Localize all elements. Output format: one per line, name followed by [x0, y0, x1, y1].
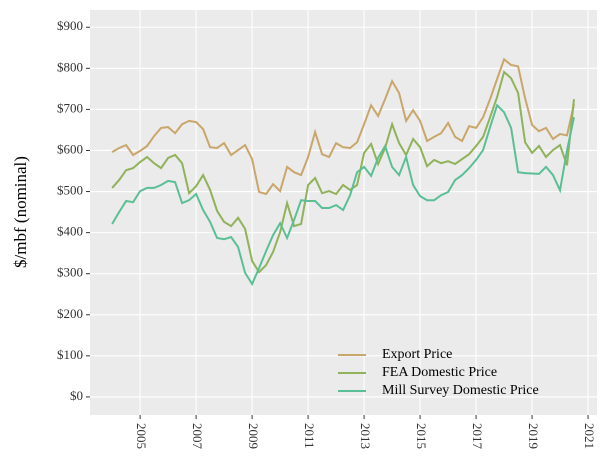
x-tick-label: 2015	[414, 423, 429, 449]
y-tick-label: $700	[57, 100, 83, 115]
y-tick-label: $300	[57, 265, 83, 280]
series-line	[111, 103, 575, 287]
x-tick-label: 2017	[470, 423, 485, 450]
y-tick-label: $400	[57, 224, 83, 239]
x-tick-label: 2021	[582, 423, 597, 449]
plot-background	[90, 10, 597, 415]
y-tick-label: $0	[70, 388, 83, 403]
series-line	[111, 57, 575, 196]
y-tick-label: $600	[57, 141, 83, 156]
x-tick-label: 2009	[246, 423, 261, 449]
legend-label: Mill Survey Domestic Price	[382, 383, 539, 398]
x-tick-label: 2011	[302, 423, 317, 449]
legend-label: FEA Domestic Price	[382, 365, 497, 380]
x-tick-label: 2013	[358, 423, 373, 449]
y-tick-label: $500	[57, 183, 83, 198]
y-axis-label: $/mbf (nominal)	[11, 156, 30, 268]
y-tick-label: $100	[57, 347, 83, 362]
y-tick-label: $800	[57, 59, 83, 74]
x-tick-label: 2007	[190, 423, 205, 450]
x-tick-label: 2019	[526, 423, 541, 449]
series-line	[111, 70, 575, 274]
x-tick-label: 2005	[134, 423, 149, 449]
legend-label: Export Price	[382, 347, 452, 362]
y-tick-label: $200	[57, 306, 83, 321]
y-tick-label: $900	[57, 18, 83, 33]
